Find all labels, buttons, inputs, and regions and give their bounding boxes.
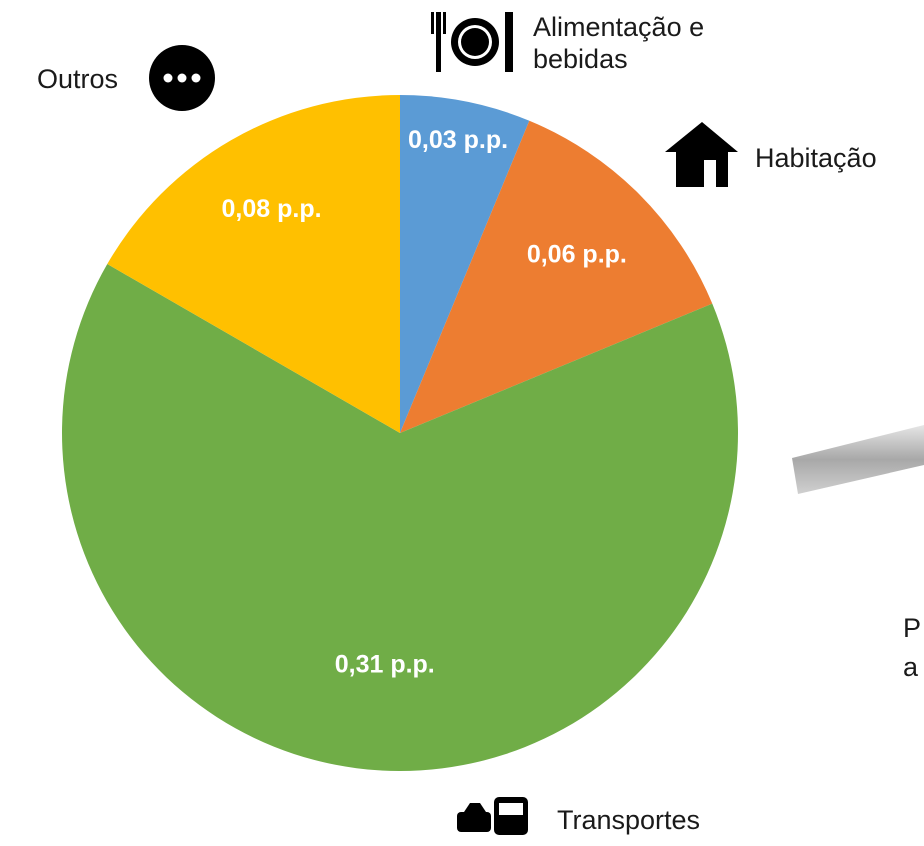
pie: 0,03 p.p. 0,06 p.p. 0,31 p.p. 0,08 p.p. <box>62 95 739 771</box>
category-label: Transportes <box>557 805 701 835</box>
category-label: Habitação <box>755 143 877 173</box>
data-label: 0,31 p.p. <box>335 650 435 678</box>
annotation: a <box>903 652 919 682</box>
data-label: 0,06 p.p. <box>527 241 627 269</box>
category-label: Alimentação e bebidas <box>533 12 705 74</box>
more-icon <box>149 45 215 111</box>
data-label: 0,08 p.p. <box>222 195 322 223</box>
pie-slice <box>400 120 713 433</box>
decorative-bar <box>792 425 924 494</box>
transport-icon <box>457 797 528 835</box>
pie-slice <box>107 95 400 433</box>
food-icon <box>431 12 513 72</box>
data-label: 0,03 p.p. <box>408 126 508 154</box>
pie-slice <box>62 264 739 771</box>
pie-slice <box>400 95 530 433</box>
annotation: P <box>903 613 922 643</box>
house-icon <box>665 122 738 187</box>
category-label: Outros <box>37 64 119 94</box>
